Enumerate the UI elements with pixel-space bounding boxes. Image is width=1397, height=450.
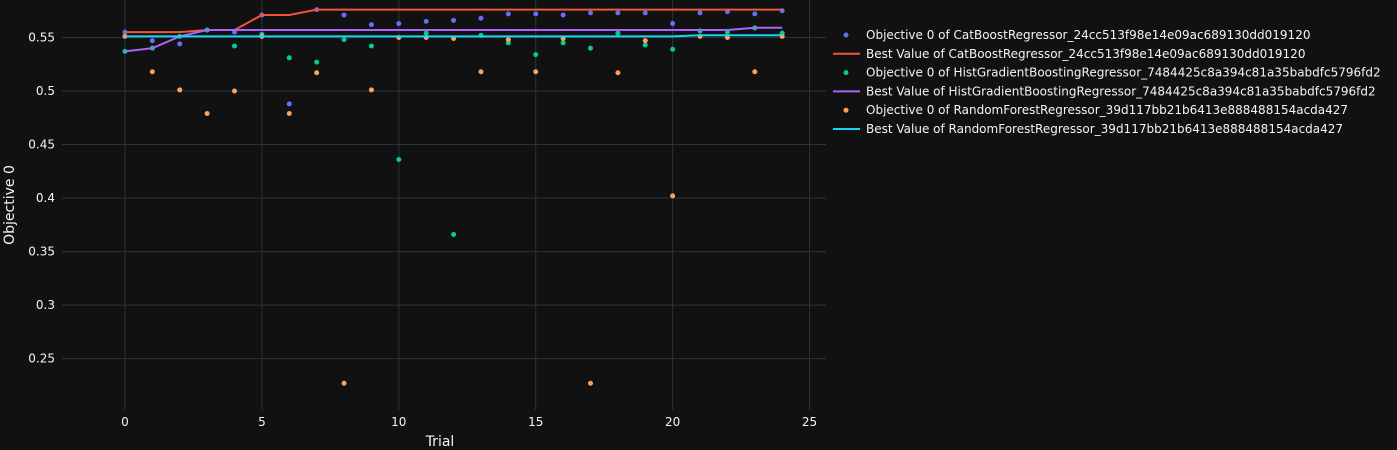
data-point [560, 12, 566, 18]
y-axis-title: Objective 0 [2, 165, 18, 245]
data-point [177, 41, 183, 47]
data-point [122, 48, 128, 54]
data-point [286, 55, 292, 61]
x-tick-label: 5 [258, 415, 266, 429]
data-point [341, 37, 347, 43]
data-point [560, 40, 566, 46]
legend[interactable]: Objective 0 of CatBoostRegressor_24cc513… [833, 28, 1381, 136]
legend-item[interactable]: Objective 0 of HistGradientBoostingRegre… [843, 66, 1381, 80]
data-point [177, 87, 183, 93]
data-point [642, 42, 648, 48]
data-point [122, 29, 128, 35]
legend-label: Objective 0 of RandomForestRegressor_39d… [866, 103, 1348, 117]
legend-item[interactable]: Best Value of HistGradientBoostingRegres… [833, 84, 1376, 98]
series-layer [122, 7, 785, 386]
data-point [368, 22, 374, 28]
data-point [533, 11, 539, 17]
data-point [588, 10, 594, 16]
legend-label: Objective 0 of CatBoostRegressor_24cc513… [866, 28, 1310, 42]
data-point [478, 15, 484, 21]
x-tick-label: 0 [121, 415, 129, 429]
y-tick-label: 0.35 [28, 245, 55, 259]
legend-item[interactable]: Objective 0 of CatBoostRegressor_24cc513… [843, 28, 1311, 42]
data-point [478, 69, 484, 75]
data-point [642, 10, 648, 16]
data-point [368, 43, 374, 49]
data-point [149, 38, 155, 44]
data-point [533, 52, 539, 58]
data-point [314, 59, 320, 65]
data-point [670, 21, 676, 27]
data-point [396, 157, 402, 163]
y-tick-label: 0.25 [28, 352, 55, 366]
y-tick-label: 0.3 [36, 298, 55, 312]
legend-marker-symbol [843, 70, 849, 76]
series-5 [125, 34, 783, 38]
data-point [204, 110, 210, 116]
data-point [752, 11, 758, 17]
data-point [451, 17, 457, 23]
data-point [423, 30, 429, 36]
data-point [670, 46, 676, 52]
grid-layer [62, 0, 826, 410]
data-point [697, 10, 703, 16]
data-point [149, 69, 155, 75]
y-tick-label: 0.4 [36, 191, 55, 205]
legend-label: Best Value of RandomForestRegressor_39d1… [866, 122, 1343, 136]
x-tick-label: 20 [665, 415, 680, 429]
legend-label: Objective 0 of HistGradientBoostingRegre… [866, 66, 1381, 80]
legend-item[interactable]: Objective 0 of RandomForestRegressor_39d… [843, 103, 1349, 117]
data-point [642, 38, 648, 44]
y-tick-label: 0.55 [28, 30, 55, 44]
data-point [588, 45, 594, 51]
data-point [286, 110, 292, 116]
data-point [505, 11, 511, 17]
legend-label: Best Value of HistGradientBoostingRegres… [866, 84, 1376, 98]
data-point [314, 70, 320, 76]
data-point [451, 231, 457, 237]
data-point [615, 70, 621, 76]
data-point [341, 12, 347, 18]
series-line [125, 34, 783, 38]
data-point [615, 30, 621, 36]
y-tick-label: 0.5 [36, 84, 55, 98]
legend-item[interactable]: Best Value of CatBoostRegressor_24cc513f… [833, 47, 1305, 61]
legend-label: Best Value of CatBoostRegressor_24cc513f… [866, 47, 1305, 61]
x-tick-label: 25 [802, 415, 817, 429]
data-point [396, 21, 402, 27]
data-point [588, 380, 594, 386]
y-tick-label: 0.45 [28, 138, 55, 152]
legend-marker-symbol [843, 107, 849, 113]
data-point [122, 33, 128, 39]
data-point [341, 380, 347, 386]
data-point [423, 18, 429, 24]
series-4 [122, 33, 785, 386]
series-2 [122, 25, 785, 237]
x-tick-label: 10 [391, 415, 406, 429]
x-tick-label: 15 [528, 415, 543, 429]
data-point [670, 193, 676, 199]
data-point [286, 101, 292, 107]
axis-layer: 0 5 10 15 20 25 0.25 0.3 0.35 0.4 0.45 0.5 0.55 [28, 30, 817, 429]
series-line [124, 26, 783, 53]
data-point [533, 69, 539, 75]
legend-item[interactable]: Best Value of RandomForestRegressor_39d1… [833, 122, 1343, 136]
legend-marker-symbol [843, 32, 849, 38]
x-axis-title: Trial [425, 434, 455, 450]
data-point [615, 10, 621, 16]
data-point [232, 43, 238, 49]
data-point [368, 87, 374, 93]
series-3 [124, 26, 783, 53]
data-point [505, 37, 511, 43]
data-point [232, 88, 238, 94]
data-point [752, 69, 758, 75]
